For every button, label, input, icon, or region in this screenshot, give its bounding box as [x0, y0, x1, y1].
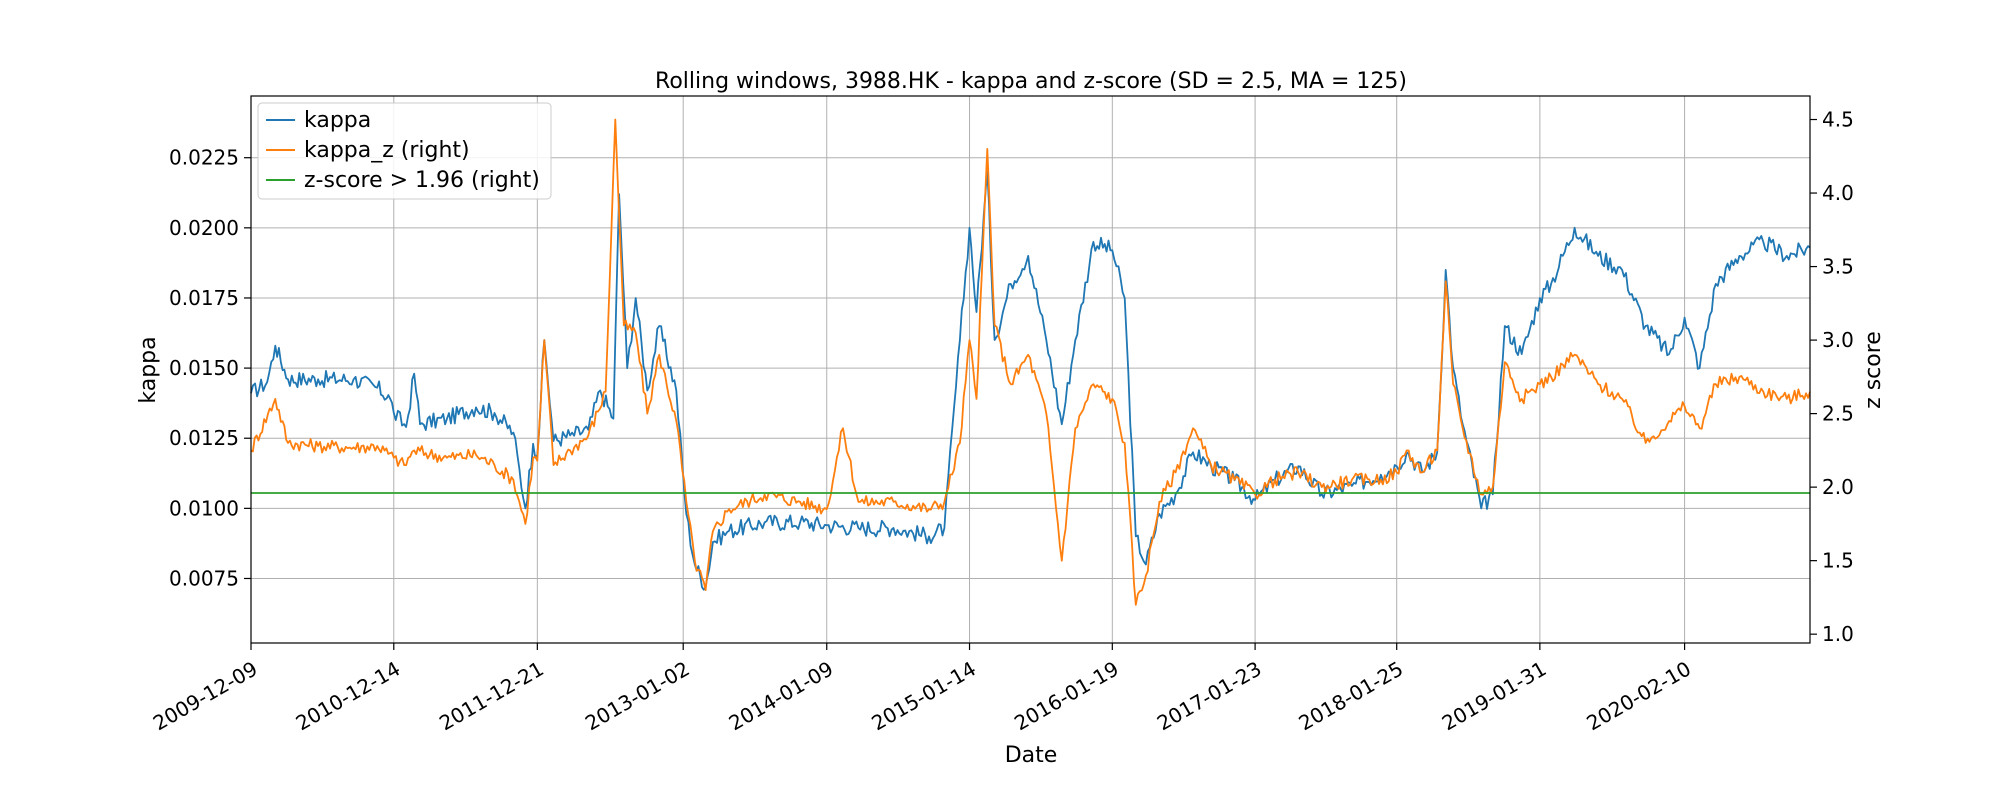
y-right-tick-label: 4.5: [1822, 108, 1854, 132]
y-right-tick-label: 3.5: [1822, 255, 1854, 279]
series-lines: [250, 118, 1811, 606]
series-line-kappa: [250, 170, 1811, 591]
legend-label-kappa: kappa: [304, 108, 371, 133]
y-right-tick-label: 3.0: [1822, 328, 1854, 352]
y-axis-right-label: z score: [1861, 331, 1886, 409]
y-left-tick-label: 0.0150: [169, 356, 239, 380]
y-right-tick-label: 2.5: [1822, 402, 1854, 426]
y-axis-left-label: kappa: [136, 336, 161, 403]
y-axis-right-ticks: 1.0 1.5 2.0 2.5 3.0 3.5 4.0 4.5: [1810, 108, 1854, 646]
y-left-tick-label: 0.0125: [169, 426, 239, 450]
y-left-tick-label: 0.0200: [169, 216, 239, 240]
y-right-tick-label: 1.0: [1822, 622, 1854, 646]
y-right-tick-label: 2.0: [1822, 475, 1854, 499]
y-left-tick-label: 0.0175: [169, 286, 239, 310]
y-right-tick-label: 1.5: [1822, 549, 1854, 573]
y-right-tick-label: 4.0: [1822, 181, 1854, 205]
legend-box: [257, 102, 552, 200]
legend-label-kappa-z: kappa_z (right): [304, 138, 470, 163]
y-left-tick-label: 0.0225: [169, 146, 239, 170]
series-line-kappa-z-right: [250, 118, 1811, 606]
plot-area-frame: [250, 95, 1811, 644]
y-left-tick-label: 0.0075: [169, 566, 239, 590]
y-left-tick-label: 0.0100: [169, 496, 239, 520]
legend-label-threshold: z-score > 1.96 (right): [304, 168, 540, 193]
y-axis-left-ticks: 0.0075 0.0100 0.0125 0.0150 0.0175 0.0200 0.02…: [169, 146, 251, 590]
x-axis-label: Date: [1005, 743, 1058, 768]
chart-title: Rolling windows, 3988.HK - kappa and z-s…: [655, 69, 1407, 94]
legend: kappa kappa_z (right) z-score > 1.96 (ri…: [257, 102, 552, 200]
